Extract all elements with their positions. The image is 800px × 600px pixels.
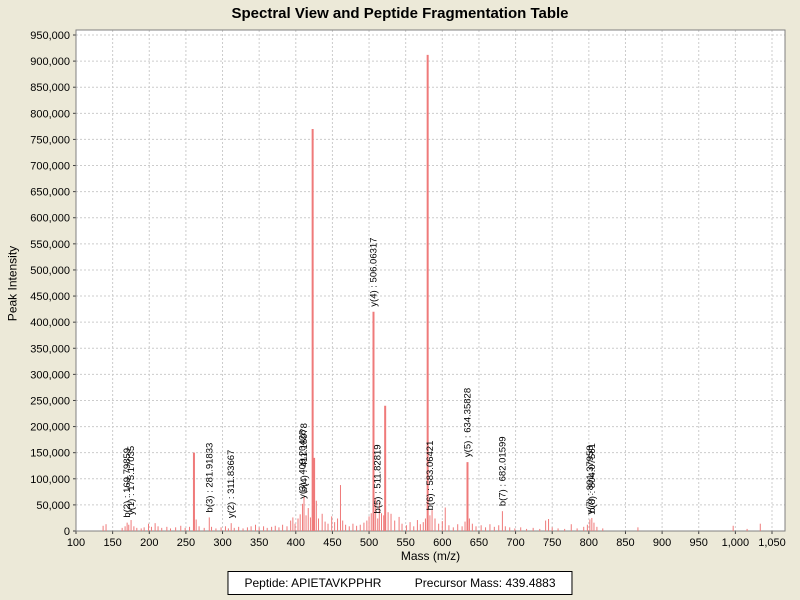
fragment-label: y(2) : 311.83667 xyxy=(226,450,237,518)
x-tick-label: 1,000 xyxy=(722,537,750,549)
x-tick-label: 450 xyxy=(323,537,341,549)
y-tick-label: 800,000 xyxy=(30,108,70,120)
x-tick-label: 650 xyxy=(470,537,488,549)
fragment-label: b(8) : 804.07561 xyxy=(587,443,598,513)
y-tick-label: 350,000 xyxy=(30,343,70,355)
x-tick-label: 300 xyxy=(213,537,231,549)
y-tick-label: 150,000 xyxy=(30,448,70,460)
y-tick-label: 750,000 xyxy=(30,134,70,146)
x-tick-label: 200 xyxy=(140,537,158,549)
y-tick-label: 950,000 xyxy=(30,30,70,42)
y-axis-title: Peak Intensity xyxy=(5,245,20,322)
fragment-label: b(4) : 411.18978 xyxy=(299,423,310,492)
x-tick-label: 1,050 xyxy=(758,537,786,549)
fragment-label: b(3) : 281.91833 xyxy=(204,443,215,513)
x-axis-title: Mass (m/z) xyxy=(400,549,461,563)
y-tick-label: 400,000 xyxy=(30,317,70,329)
y-tick-label: 650,000 xyxy=(30,187,70,199)
y-tick-label: 450,000 xyxy=(30,291,70,303)
fragment-label: y(4) : 506.06317 xyxy=(368,238,379,307)
x-tick-label: 400 xyxy=(287,537,305,549)
y-tick-label: 700,000 xyxy=(30,161,70,173)
y-tick-label: 200,000 xyxy=(30,422,70,434)
fragment-label: b(2) : 169.79859 xyxy=(122,448,133,518)
y-tick-label: 900,000 xyxy=(30,56,70,68)
fragment-label: y(7) : 801.37958 xyxy=(585,445,596,514)
fragment-label: y(5) : 634.35828 xyxy=(462,388,473,457)
y-tick-label: 100,000 xyxy=(30,474,70,486)
x-tick-label: 550 xyxy=(397,537,415,549)
x-tick-label: 350 xyxy=(250,537,268,549)
y-tick-label: 550,000 xyxy=(30,239,70,251)
x-tick-label: 250 xyxy=(177,537,195,549)
fragment-label: b(7) : 682.01599 xyxy=(497,436,508,506)
y-tick-label: 500,000 xyxy=(30,265,70,277)
peptide-text: Peptide: APIETAVKPPHR xyxy=(244,576,382,590)
x-tick-label: 700 xyxy=(506,537,524,549)
x-tick-label: 150 xyxy=(103,537,121,549)
x-tick-label: 800 xyxy=(580,537,598,549)
x-tick-label: 950 xyxy=(690,537,708,549)
fragment-label: b(6) : 583.06421 xyxy=(425,441,436,511)
y-tick-label: 250,000 xyxy=(30,395,70,407)
x-tick-label: 850 xyxy=(616,537,634,549)
y-tick-label: 300,000 xyxy=(30,369,70,381)
fragment-label: b(5) : 511.82819 xyxy=(373,444,384,513)
peptide-status-bar: Peptide: APIETAVKPPHR Precursor Mass: 43… xyxy=(227,571,573,595)
fragment-label: y(1) : 175.17035 xyxy=(126,446,137,515)
x-tick-label: 100 xyxy=(67,537,85,549)
plot-background xyxy=(76,30,785,531)
x-tick-label: 600 xyxy=(433,537,451,549)
y-tick-label: 50,000 xyxy=(36,500,70,512)
x-tick-label: 750 xyxy=(543,537,561,549)
plot-border xyxy=(75,29,786,532)
fragment-label: y(3) : 409.20428 xyxy=(298,430,309,499)
y-tick-label: 600,000 xyxy=(30,213,70,225)
y-tick-label: 850,000 xyxy=(30,82,70,94)
precursor-mass-text: Precursor Mass: 439.4883 xyxy=(414,576,556,590)
chart-title: Spectral View and Peptide Fragmentation … xyxy=(231,5,569,22)
x-tick-label: 500 xyxy=(360,537,378,549)
x-tick-label: 900 xyxy=(653,537,671,549)
y-tick-label: 0 xyxy=(64,526,70,538)
